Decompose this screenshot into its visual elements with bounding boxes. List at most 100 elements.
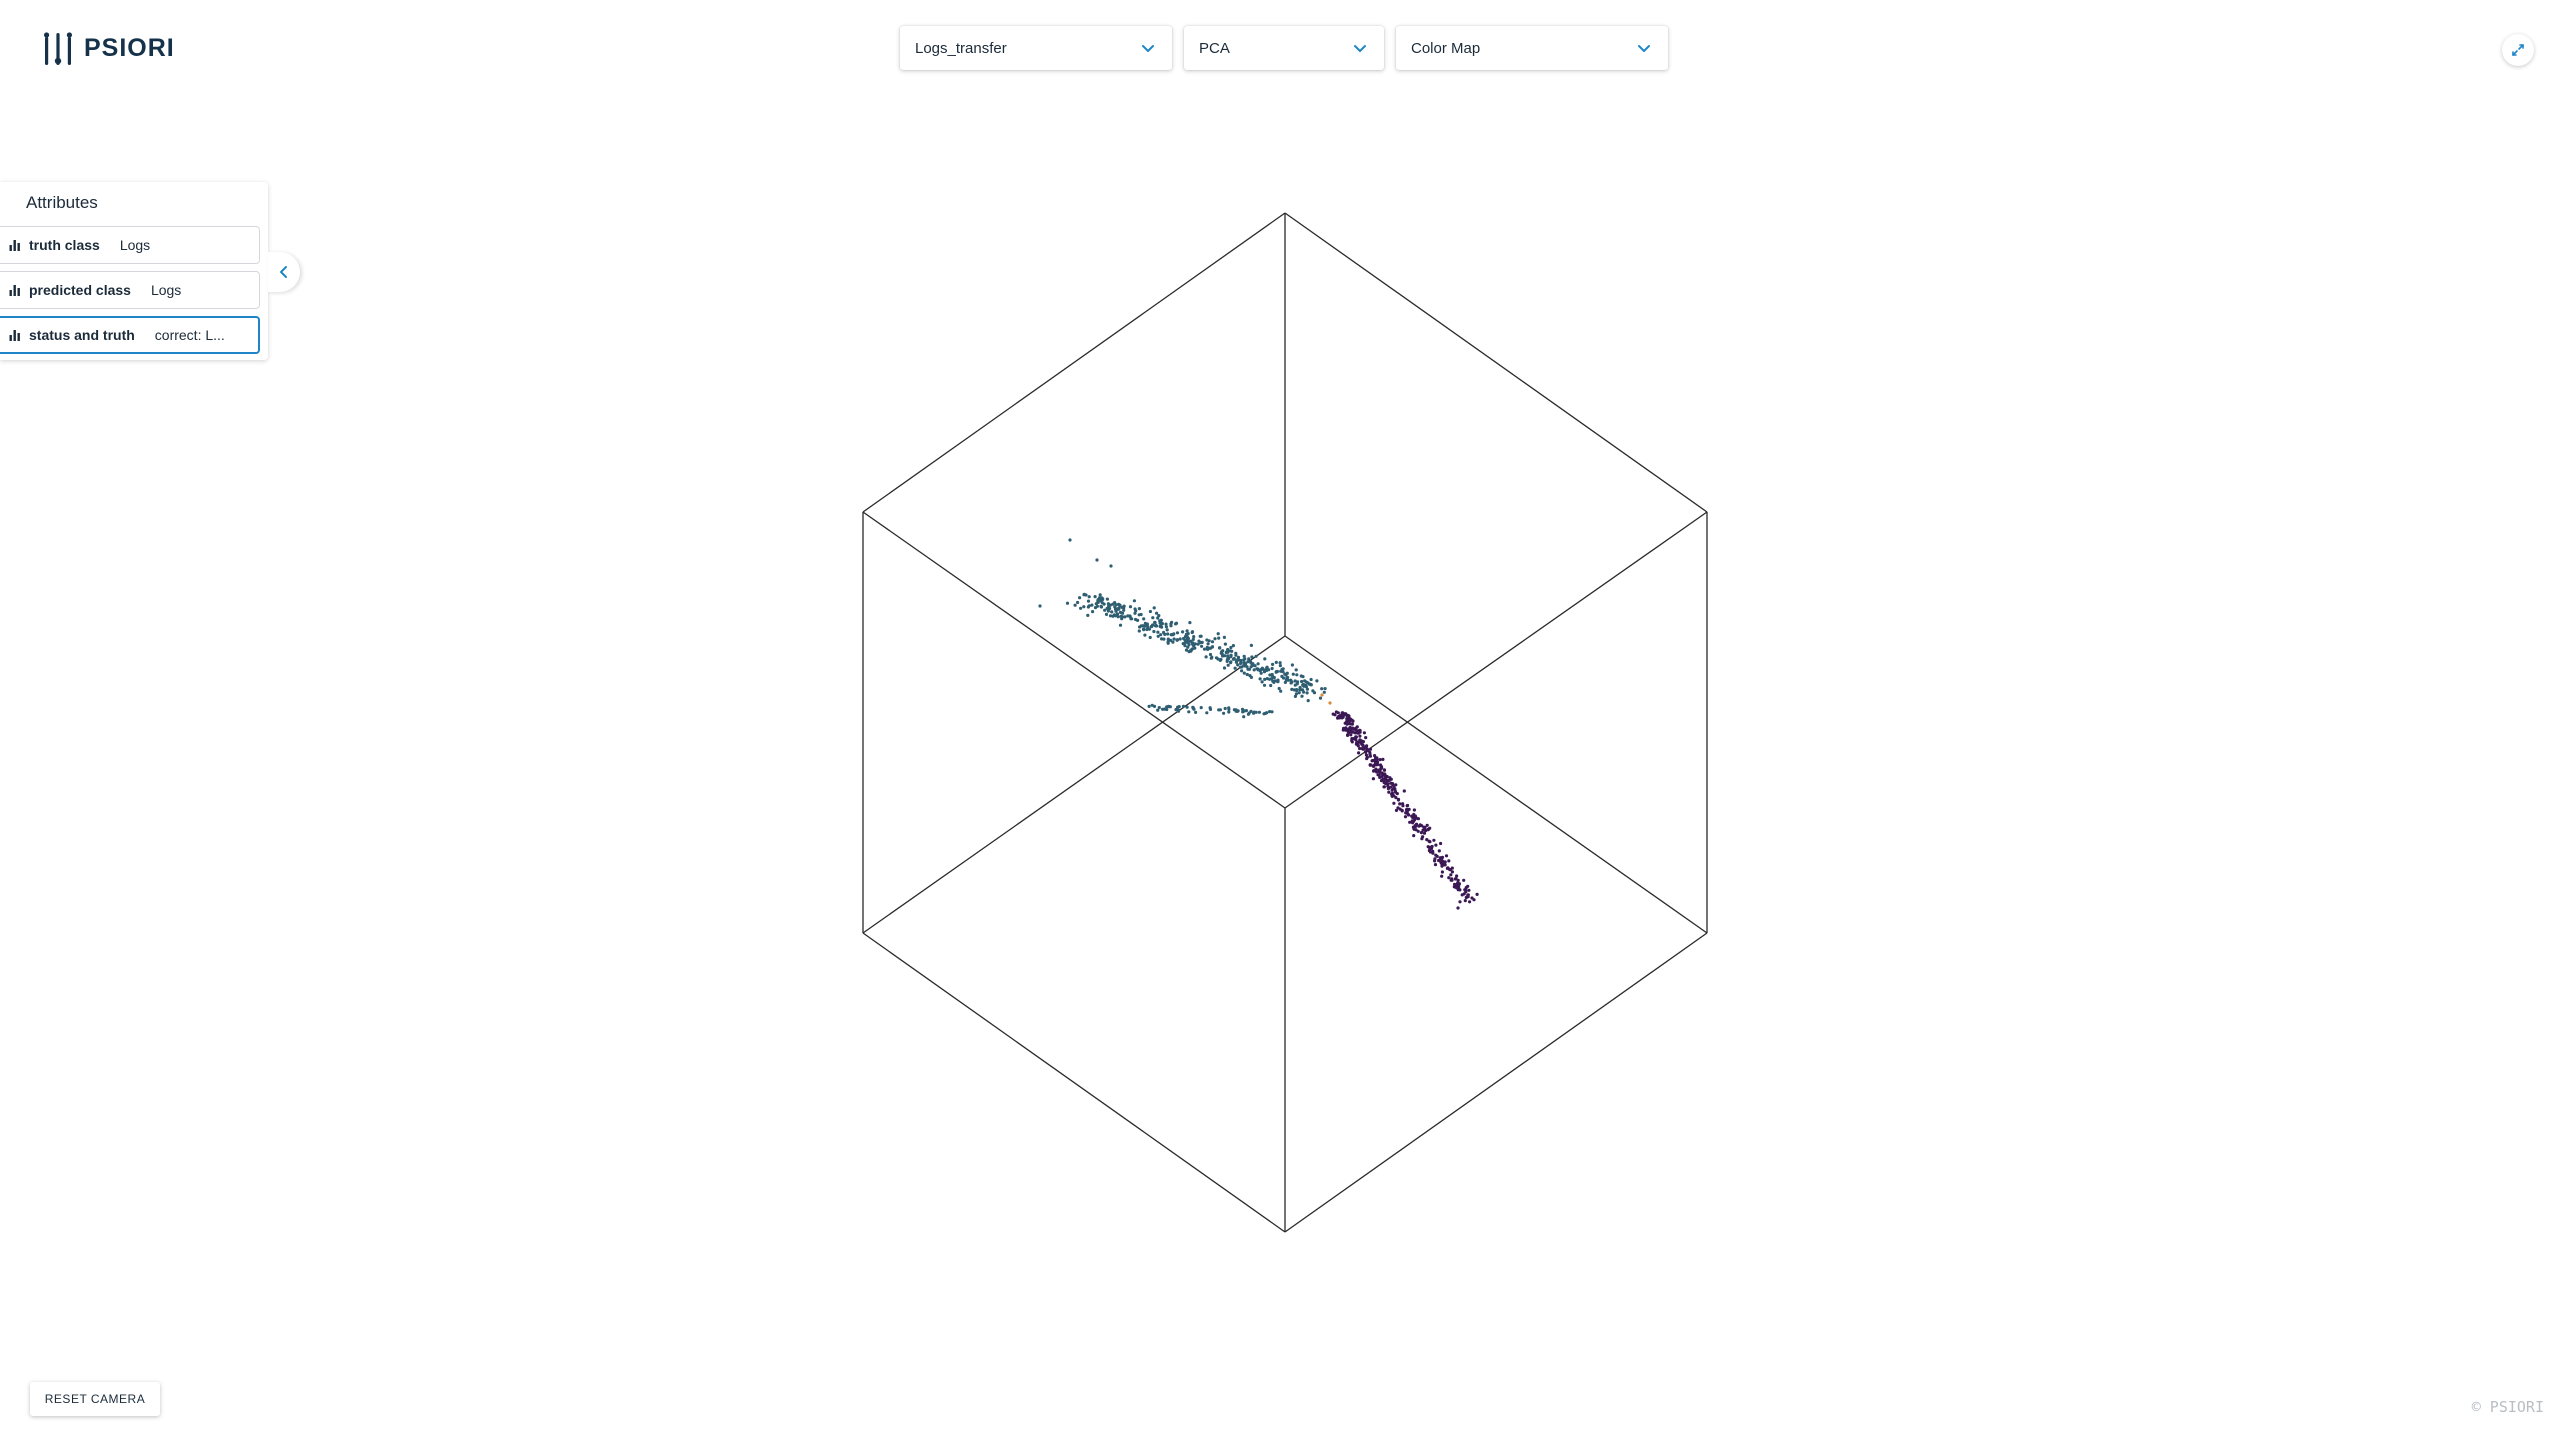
data-point	[1107, 604, 1111, 608]
data-point	[1258, 677, 1262, 681]
chevron-left-icon	[280, 266, 287, 278]
color-mode-select[interactable]: Color Map	[1396, 26, 1668, 70]
dataset-select[interactable]: Logs_transfer	[900, 26, 1172, 70]
attribute-value: correct: L...	[154, 327, 225, 343]
data-point	[1191, 706, 1195, 710]
data-point	[1256, 662, 1260, 666]
data-point	[1086, 599, 1091, 603]
data-point	[1205, 711, 1209, 715]
color-mode-value: Color Map	[1411, 39, 1481, 57]
reset-camera-button[interactable]: RESET CAMERA	[30, 1382, 160, 1416]
data-point	[1242, 663, 1246, 667]
cube-edge	[1284, 635, 1708, 934]
data-point	[1260, 680, 1264, 684]
data-point	[1364, 736, 1368, 740]
data-point	[1378, 763, 1383, 767]
data-point	[1165, 705, 1169, 709]
attribute-name: status and truth	[29, 327, 135, 343]
data-point	[1184, 648, 1189, 652]
data-point	[1111, 602, 1115, 606]
data-point	[1218, 646, 1222, 650]
data-point	[1128, 605, 1133, 609]
data-point	[1468, 900, 1472, 904]
data-point	[1223, 706, 1227, 711]
data-point	[1130, 617, 1134, 621]
data-point	[1432, 838, 1436, 842]
data-point	[1145, 622, 1149, 626]
data-point	[1309, 677, 1313, 682]
data-point	[1242, 671, 1246, 675]
data-point	[1386, 782, 1390, 786]
data-point	[1387, 790, 1391, 794]
data-point	[1234, 653, 1238, 657]
attribute-row-status-and-truth[interactable]: status and truth correct: L...	[0, 316, 260, 354]
cube-edge	[1284, 932, 1708, 1233]
data-point	[1305, 691, 1309, 695]
data-point	[1341, 711, 1345, 715]
data-point	[1137, 629, 1141, 633]
data-point	[1447, 876, 1451, 880]
data-point	[1350, 737, 1354, 741]
attribute-row-truth-class[interactable]: truth class Logs	[0, 226, 260, 264]
data-point	[1099, 604, 1103, 608]
data-point	[1407, 813, 1411, 817]
data-point	[1437, 858, 1441, 863]
chevron-down-icon	[1638, 45, 1650, 52]
data-point	[1357, 740, 1361, 744]
data-point	[1148, 609, 1152, 614]
data-point	[1183, 641, 1187, 645]
data-point	[1186, 645, 1190, 649]
data-point	[1284, 673, 1288, 677]
fullscreen-button[interactable]	[2502, 34, 2534, 66]
data-point	[1181, 630, 1185, 634]
data-point	[1096, 600, 1100, 605]
data-point	[1265, 677, 1269, 681]
data-point	[1155, 611, 1159, 615]
data-point	[1318, 696, 1323, 700]
attribute-row-predicted-class[interactable]: predicted class Logs	[0, 271, 260, 309]
data-point	[1328, 701, 1332, 705]
data-point	[1093, 606, 1098, 610]
data-point	[1118, 610, 1123, 615]
data-point	[1268, 673, 1272, 677]
data-point	[1416, 829, 1420, 833]
data-point	[1246, 660, 1250, 664]
data-point	[1410, 819, 1414, 823]
data-point	[1364, 745, 1368, 749]
data-point	[1226, 663, 1230, 667]
data-point	[1221, 649, 1225, 653]
data-point	[1156, 630, 1160, 634]
data-point	[1186, 632, 1190, 636]
data-point	[1123, 615, 1127, 619]
data-point	[1086, 613, 1090, 618]
data-point	[1134, 617, 1138, 622]
data-point	[1142, 617, 1146, 621]
data-point	[1364, 753, 1368, 757]
data-point	[1210, 640, 1215, 644]
data-point	[1191, 637, 1195, 642]
data-point	[1345, 713, 1350, 717]
data-point	[1372, 769, 1376, 773]
data-point	[1388, 785, 1393, 789]
data-point	[1269, 683, 1273, 688]
projection-method-select[interactable]: PCA	[1184, 26, 1384, 70]
data-point	[1227, 706, 1231, 710]
data-point	[1200, 644, 1204, 648]
data-points	[1038, 538, 1479, 910]
data-point	[1382, 780, 1386, 785]
data-point	[1137, 613, 1141, 617]
data-point	[1433, 863, 1438, 867]
data-point	[1386, 784, 1390, 788]
collapse-panel-button[interactable]	[268, 252, 300, 292]
data-point	[1249, 661, 1253, 665]
attribute-value: Logs	[150, 282, 182, 298]
data-point	[1357, 751, 1361, 755]
data-point	[1412, 808, 1416, 812]
data-point	[1346, 730, 1350, 734]
data-point	[1285, 676, 1289, 680]
data-point	[1464, 895, 1468, 900]
data-point	[1302, 690, 1306, 694]
data-point	[1377, 769, 1382, 773]
